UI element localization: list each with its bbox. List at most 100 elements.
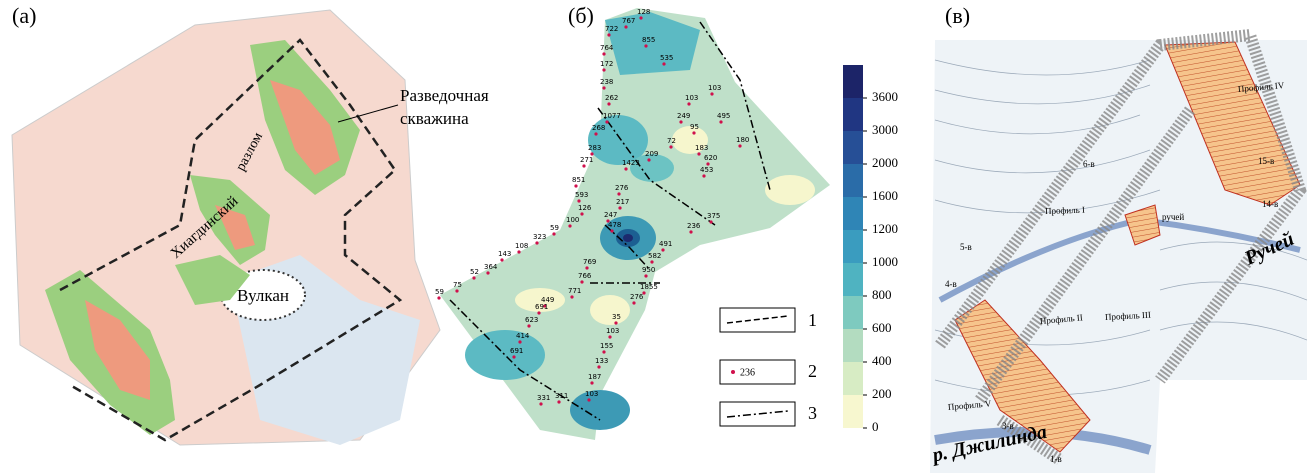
well-label: 103 <box>685 94 698 102</box>
well-label: 722 <box>605 25 618 33</box>
well-point <box>500 258 503 261</box>
colorbar-tick-label: 400 <box>872 353 892 368</box>
colorbar-tick-label: 800 <box>872 287 892 302</box>
well-label: 1077 <box>603 112 621 120</box>
well-point <box>587 398 590 401</box>
well-point <box>692 131 695 134</box>
well-label: 623 <box>525 316 538 324</box>
well-point <box>710 92 713 95</box>
panel-b-map <box>440 8 830 440</box>
well-label: 375 <box>707 212 720 220</box>
well-label: 143 <box>498 250 511 258</box>
map-annotation: ручей <box>1162 212 1184 222</box>
colorbar-tick-label: 3600 <box>872 89 898 104</box>
well-point <box>577 199 580 202</box>
well-label: 323 <box>533 233 546 241</box>
well-label: 103 <box>708 84 721 92</box>
well-point <box>590 381 593 384</box>
well-point <box>632 301 635 304</box>
legend-label: 3 <box>808 403 817 423</box>
well-point <box>455 289 458 292</box>
panel-label: (а) <box>12 3 36 28</box>
well-point <box>535 241 538 244</box>
colorbar-band <box>843 98 863 131</box>
well-point <box>602 350 605 353</box>
well-label: 128 <box>637 8 650 16</box>
well-label: 100 <box>566 216 579 224</box>
colorbar-tick-label: 1200 <box>872 221 898 236</box>
well-label: 769 <box>583 258 596 266</box>
well-label: 1855 <box>640 283 658 291</box>
colorbar-band <box>843 395 863 428</box>
well-point <box>644 44 647 47</box>
well-point <box>537 311 540 314</box>
well-label: 620 <box>704 154 717 162</box>
well-label: 364 <box>484 263 498 271</box>
well-point <box>518 340 521 343</box>
well-label: 72 <box>667 137 676 145</box>
well-label: 59 <box>435 288 444 296</box>
well-point <box>709 220 712 223</box>
well-point <box>527 324 530 327</box>
well-point <box>738 144 741 147</box>
well-label: 276 <box>615 184 629 192</box>
well-label: 331 <box>537 394 550 402</box>
annotation: Вулкан <box>237 286 289 305</box>
well-label: 855 <box>642 36 655 44</box>
colorbar-tick-label: 1600 <box>872 188 898 203</box>
well-point <box>594 132 597 135</box>
well-point <box>512 355 515 358</box>
well-label: 95 <box>690 123 699 131</box>
well-point <box>669 145 672 148</box>
well-point <box>602 52 605 55</box>
colorbar-band <box>843 296 863 329</box>
well-point <box>614 321 617 324</box>
well-label: 311 <box>555 392 568 400</box>
well-label: 103 <box>585 390 598 398</box>
well-label: 535 <box>660 54 673 62</box>
annotation: скважина <box>400 109 469 128</box>
colorbar-band <box>843 164 863 197</box>
colorbar-tick-label: 1000 <box>872 254 898 269</box>
well-point <box>617 192 620 195</box>
well-point <box>644 274 647 277</box>
well-label: 268 <box>592 124 605 132</box>
well-point <box>580 280 583 283</box>
well-label: 209 <box>645 150 658 158</box>
well-label: 35 <box>612 313 621 321</box>
well-label: 236 <box>687 222 701 230</box>
well-label: 771 <box>568 287 581 295</box>
well-point <box>647 158 650 161</box>
well-point <box>702 174 705 177</box>
map-annotation: 1-в <box>1050 454 1062 464</box>
well-point <box>602 68 605 71</box>
colorbar-band <box>843 230 863 263</box>
well-point <box>639 16 642 19</box>
well-point <box>650 260 653 263</box>
colorbar-tick-label: 200 <box>872 386 892 401</box>
well-label: 187 <box>588 373 601 381</box>
map-annotation: 4-в <box>945 279 957 289</box>
well-label: 414 <box>516 332 530 340</box>
well-label: 851 <box>572 176 585 184</box>
well-label: 691 <box>510 347 523 355</box>
colorbar-band <box>843 329 863 362</box>
well-point <box>687 102 690 105</box>
well-label: 283 <box>588 144 601 152</box>
well-label: 247 <box>604 211 617 219</box>
panel-a-map <box>12 10 440 445</box>
well-point <box>517 250 520 253</box>
well-point <box>568 224 571 227</box>
well-label: 126 <box>578 204 592 212</box>
well-label: 766 <box>578 272 592 280</box>
well-point <box>607 102 610 105</box>
well-point <box>697 152 700 155</box>
colorbar-band <box>843 263 863 296</box>
well-label: 52 <box>470 268 479 276</box>
legend-label: 1 <box>808 310 817 330</box>
map-annotation: 15-в <box>1258 156 1274 166</box>
well-point <box>437 296 440 299</box>
well-point <box>624 167 627 170</box>
well-point <box>585 266 588 269</box>
well-label: 764 <box>600 44 614 52</box>
